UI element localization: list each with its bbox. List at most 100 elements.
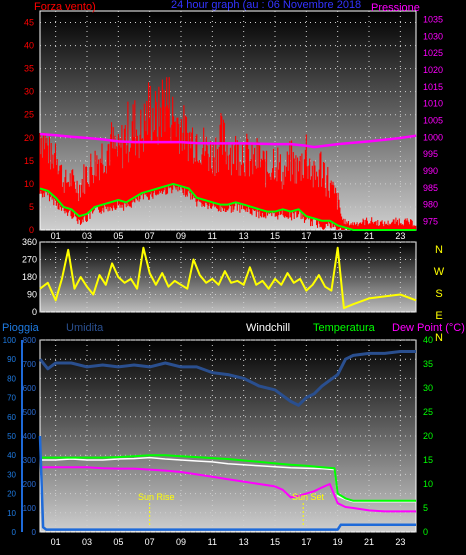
rain-tick-label: 100 (23, 504, 37, 513)
avg-wind-line (39, 182, 416, 231)
legend-dewpoint: Dew Point (°C) (392, 322, 465, 334)
rain-tick-label: 400 (23, 432, 37, 441)
temp-tick-label: 15 (423, 455, 433, 465)
wind-gust-bars (39, 77, 417, 230)
humidity-tick-label: 60 (7, 413, 16, 422)
x-tick-label: 19 (333, 231, 343, 241)
temp-panel-bg (39, 339, 417, 533)
pressure-tick-label: 975 (423, 217, 438, 227)
rain-axis-title: Pioggia (2, 322, 40, 334)
x-tick-label: 13 (239, 537, 249, 547)
pressure-tick-label: 1025 (423, 48, 443, 58)
pressure-tick-label: 1035 (423, 14, 443, 24)
humidity-tick-label: 50 (7, 432, 16, 441)
pressure-tick-label: 1000 (423, 132, 443, 142)
pressure-tick-label: 980 (423, 200, 438, 210)
x-tick-label: 01 (51, 537, 61, 547)
wind-tick-label: 25 (24, 110, 34, 120)
humidity-axis-title: Umidita (66, 322, 104, 334)
grid-lines (40, 11, 416, 533)
rain-line (38, 435, 416, 531)
rain-tick-label: 500 (23, 408, 37, 417)
x-tick-label: 17 (301, 231, 311, 241)
humidity-tick-label: 10 (7, 509, 16, 518)
wind-tick-label: 15 (24, 156, 34, 166)
x-tick-label: 05 (113, 231, 123, 241)
temp-tick-label: 30 (423, 383, 433, 393)
pressure-tick-label: 990 (423, 166, 438, 176)
wind-tick-label: 30 (24, 87, 34, 97)
wind-tick-label: 5 (29, 202, 34, 212)
wind-tick-label: 35 (24, 64, 34, 74)
pressure-tick-label: 995 (423, 149, 438, 159)
x-tick-label: 07 (145, 231, 155, 241)
direction-tick-label: 180 (22, 272, 37, 282)
series-layer (38, 77, 417, 531)
x-tick-label: 17 (301, 537, 311, 547)
humidity-tick-label: 0 (12, 528, 17, 537)
rain-tick-label: 800 (23, 336, 37, 345)
humidity-tick-label: 90 (7, 355, 16, 364)
temp-tick-label: 40 (423, 335, 433, 345)
legend-windchill: Windchill (246, 322, 290, 334)
humidity-tick-label: 100 (3, 336, 17, 345)
pressure-line (39, 132, 417, 149)
x-tick-label: 11 (208, 231, 217, 241)
temp-tick-label: 10 (423, 479, 433, 489)
x-tick-label: 19 (333, 537, 343, 547)
direction-tick-label: 270 (22, 255, 37, 265)
wind-tick-label: 45 (24, 18, 34, 28)
compass-label: N (435, 244, 443, 256)
x-tick-label: 15 (270, 231, 280, 241)
dewpoint-line (40, 466, 416, 513)
rain-tick-label: 600 (23, 384, 37, 393)
x-tick-label: 21 (364, 231, 374, 241)
x-tick-label: 01 (51, 231, 61, 241)
x-tick-label: 07 (145, 537, 155, 547)
temp-tick-label: 20 (423, 431, 433, 441)
wind-tick-label: 0 (29, 225, 34, 235)
direction-tick-label: 0 (32, 307, 37, 317)
wind-direction-line (39, 246, 417, 310)
x-tick-label: 15 (270, 537, 280, 547)
compass-label: W (434, 266, 445, 278)
pressure-tick-label: 1005 (423, 116, 443, 126)
direction-tick-label: 360 (22, 237, 37, 247)
wind-axis-title: Forza vento) (34, 1, 96, 13)
pressure-tick-label: 1015 (423, 82, 443, 92)
humidity-line (38, 350, 416, 407)
sunrise-label: Sun Rise (138, 492, 175, 502)
humidity-tick-label: 40 (7, 451, 16, 460)
x-tick-label: 11 (208, 537, 217, 547)
direction-tick-label: 90 (27, 290, 37, 300)
compass-label: E (435, 310, 442, 322)
humidity-tick-label: 80 (7, 374, 16, 383)
wind-tick-label: 40 (24, 41, 34, 51)
temp-tick-label: 5 (423, 503, 428, 513)
pressure-tick-label: 985 (423, 183, 438, 193)
temp-tick-label: 0 (423, 527, 428, 537)
temp-tick-label: 25 (423, 407, 433, 417)
pressure-axis-title: Pressione (371, 2, 420, 14)
chart-title: 24 hour graph (au : 06 Novembre 2018 (171, 0, 361, 11)
temperature-line (40, 454, 416, 502)
humidity-tick-label: 70 (7, 394, 16, 403)
pressure-tick-label: 1030 (423, 31, 443, 41)
x-tick-label: 09 (176, 537, 186, 547)
x-tick-label: 03 (82, 231, 92, 241)
legend-temperature: Temperatura (313, 322, 376, 334)
x-tick-label: 23 (395, 231, 405, 241)
x-tick-label: 21 (364, 537, 374, 547)
x-tick-label: 23 (395, 537, 405, 547)
rain-tick-label: 200 (23, 480, 37, 489)
x-tick-label: 13 (239, 231, 249, 241)
wind-tick-label: 20 (24, 133, 34, 143)
axis-labels: 0101030305050707090911111313151517171919… (3, 14, 445, 547)
x-tick-label: 05 (113, 537, 123, 547)
x-tick-label: 03 (82, 537, 92, 547)
temp-tick-label: 35 (423, 359, 433, 369)
rain-tick-label: 300 (23, 456, 37, 465)
wind-tick-label: 10 (24, 179, 34, 189)
humidity-tick-label: 20 (7, 490, 16, 499)
compass-label: N (435, 332, 443, 344)
